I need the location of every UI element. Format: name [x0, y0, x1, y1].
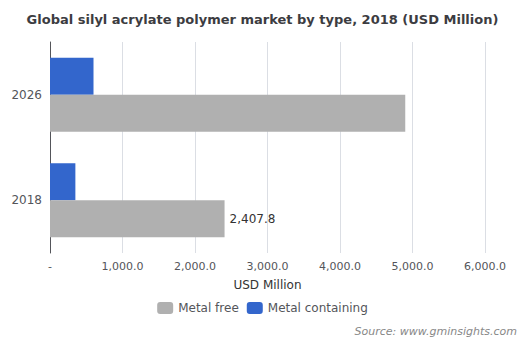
svg-text:2,407.8: 2,407.8 — [230, 212, 276, 226]
svg-text:6,000.0: 6,000.0 — [464, 260, 506, 273]
svg-text:3,000.0: 3,000.0 — [247, 260, 289, 273]
svg-text:Metal free: Metal free — [178, 301, 239, 315]
svg-text:USD Million: USD Million — [233, 278, 301, 292]
svg-text:5,000.0: 5,000.0 — [392, 260, 434, 273]
svg-text:2018: 2018 — [11, 193, 42, 207]
svg-text:Metal containing: Metal containing — [268, 301, 368, 315]
svg-text:4,000.0: 4,000.0 — [319, 260, 361, 273]
svg-text:2,000.0: 2,000.0 — [174, 260, 216, 273]
svg-text:Global silyl acrylate polymer: Global silyl acrylate polymer market by … — [27, 12, 499, 27]
svg-text:1,000.0: 1,000.0 — [102, 260, 144, 273]
svg-text:Source: www.gminsights.com: Source: www.gminsights.com — [354, 325, 517, 338]
svg-text:-: - — [48, 260, 52, 273]
svg-text:2026: 2026 — [11, 88, 42, 102]
